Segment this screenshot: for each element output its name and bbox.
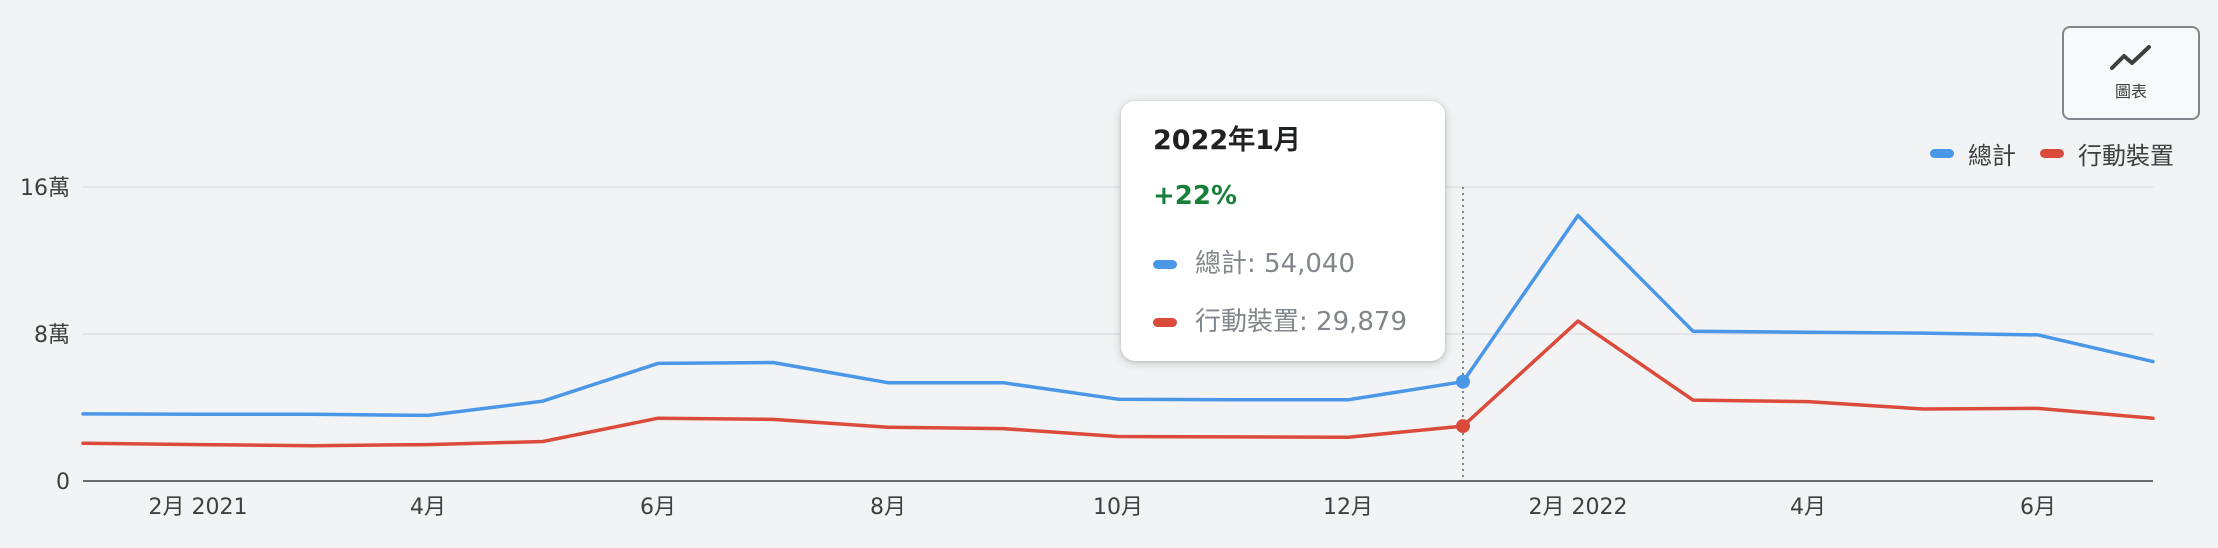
tooltip-swatch-total	[1153, 259, 1177, 269]
x-tick-label: 10月	[1093, 495, 1143, 520]
grid-lines	[83, 186, 2153, 482]
legend: 總計 行動裝置	[1930, 136, 2174, 171]
tooltip-row-mobile: 行動裝置: 29,879	[1153, 305, 1413, 339]
data-tooltip: 2022年1月 +22% 總計: 54,040 行動裝置: 29,879	[1121, 101, 1445, 361]
x-tick-label: 6月	[2020, 495, 2056, 520]
chart-type-label: 圖表	[2114, 82, 2147, 101]
legend-item-total[interactable]: 總計	[1930, 136, 2016, 171]
series-lines[interactable]	[81, 213, 2155, 448]
legend-swatch-mobile	[2040, 149, 2064, 158]
tooltip-value-mobile: 行動裝置: 29,879	[1195, 307, 1407, 337]
y-tick-label: 16萬	[20, 176, 70, 201]
x-tick-label: 4月	[410, 495, 446, 520]
hover-point-total	[1456, 374, 1470, 389]
y-tick-label: 8萬	[34, 323, 70, 348]
y-axis-labels: 0 8萬 16萬	[20, 176, 70, 495]
series-line-mobile[interactable]	[81, 319, 2155, 448]
legend-label-mobile: 行動裝置	[2078, 142, 2174, 170]
hover-point-mobile	[1456, 419, 1470, 434]
x-tick-label: 6月	[640, 495, 676, 520]
legend-label-total: 總計	[1968, 142, 2016, 170]
tooltip-row-total: 總計: 54,040	[1153, 247, 1413, 281]
x-tick-label: 2月 2021	[149, 495, 248, 520]
tooltip-change: +22%	[1153, 181, 1238, 211]
tooltip-swatch-mobile	[1153, 317, 1177, 327]
tooltip-value-total: 總計: 54,040	[1195, 249, 1355, 279]
x-tick-label: 12月	[1323, 495, 1373, 520]
line-chart-icon	[2110, 45, 2151, 70]
hover-markers	[1456, 374, 1470, 434]
x-tick-label: 8月	[870, 495, 906, 520]
x-tick-label: 2月 2022	[1529, 495, 1628, 520]
chart-type-button[interactable]: 圖表	[2062, 26, 2200, 120]
x-tick-label: 4月	[1790, 495, 1826, 520]
legend-item-mobile[interactable]: 行動裝置	[2040, 136, 2174, 171]
y-tick-label: 0	[56, 470, 70, 495]
series-line-total[interactable]	[81, 213, 2155, 418]
x-axis-labels: 2月 2021 4月 6月 8月 10月 12月 2月 2022 4月 6月	[149, 495, 2056, 520]
tooltip-title: 2022年1月	[1153, 125, 1301, 156]
legend-swatch-total	[1930, 149, 1954, 158]
